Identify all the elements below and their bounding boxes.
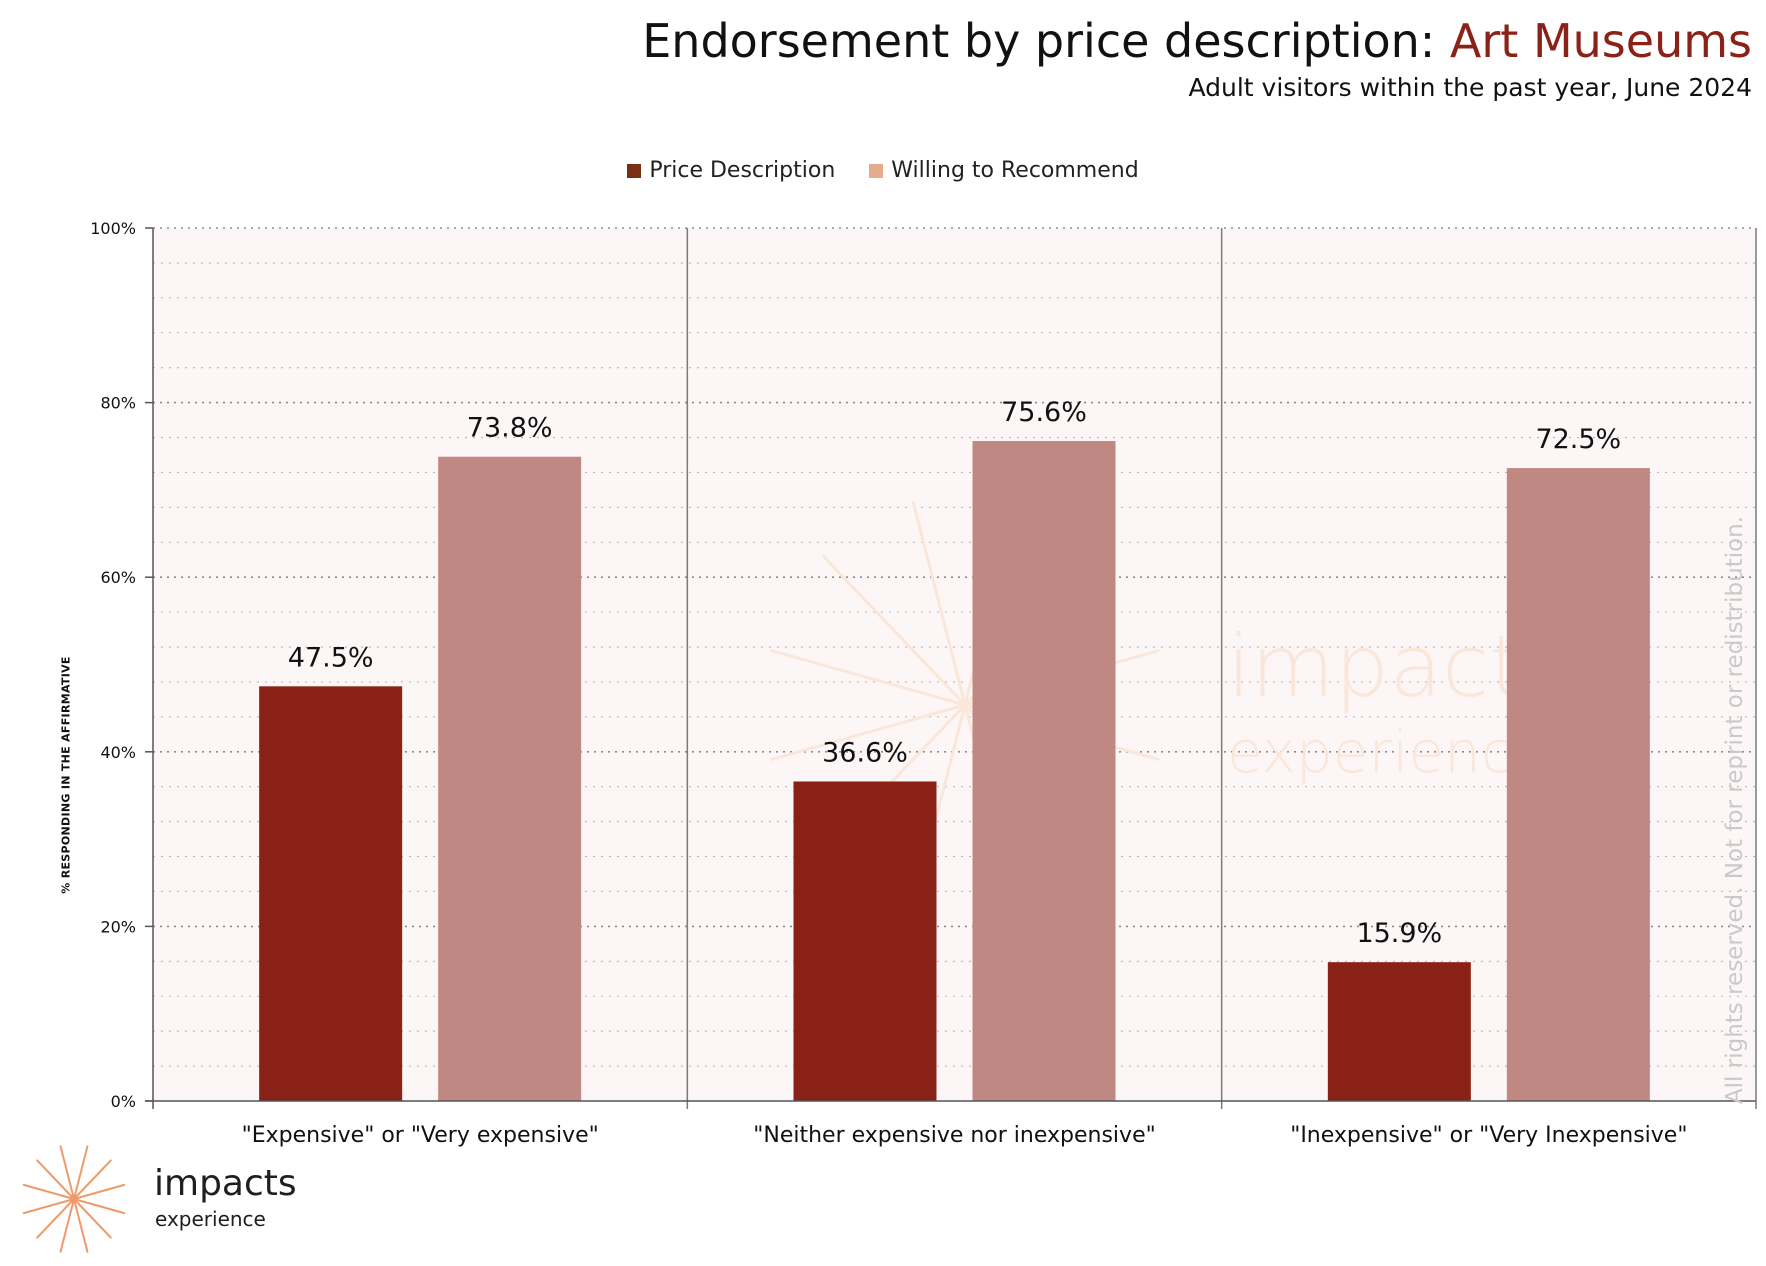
y-tick-label: 40% [100,743,136,762]
bar [1327,962,1471,1101]
x-category-label: "Inexpensive" or "Very Inexpensive" [1290,1123,1687,1148]
bars: 47.5% 73.8% 36.6% 75.6% 15.9% 72.5% [259,397,1650,1102]
x-category-label: "Neither expensive nor inexpensive" [753,1123,1155,1148]
bar [793,781,937,1101]
sunburst-ray [822,555,967,707]
bar [259,686,403,1101]
bar-value-label: 73.8% [467,413,553,444]
sunburst-ray [911,500,967,707]
legend-swatch-price-description [627,163,642,178]
chart-header: Endorsement by price description: Art Mu… [642,10,1752,104]
sunburst-ray [770,703,967,761]
sunburst-ray [59,1198,75,1253]
legend-label-price-description: Price Description [649,158,836,183]
sunburst-ray [22,1183,75,1200]
legend-swatch-willing-to-recommend [869,163,884,178]
sunburst-ray [73,1198,112,1239]
sunburst-ray [73,1198,126,1215]
footer-logo-sub: experience [155,1207,266,1231]
bar-value-label: 47.5% [288,642,374,673]
sunburst-ray [73,1145,89,1200]
bar-value-label: 72.5% [1535,424,1621,455]
footer-logo: impacts experience [16,1142,297,1258]
sunburst-ray [36,1198,75,1239]
y-tick-label: 20% [100,917,136,936]
gridlines [153,227,1756,1067]
bar [972,441,1116,1102]
chart-title: Endorsement by price description: Art Mu… [642,10,1752,72]
sunburst-ray [73,1183,126,1200]
axes: 0% 20% 40% 60% 80% 100% "Expensive" or "Very e… [90,219,1756,1148]
bar-value-label: 75.6% [1001,397,1087,428]
footer-logo-name: impacts [154,1163,297,1204]
bar-value-label: 15.9% [1356,918,1442,949]
sunburst-icon [22,1145,126,1253]
bar [1506,468,1650,1101]
sunburst-ray [73,1198,89,1253]
sunburst-ray [770,649,967,707]
bar-value-label: 36.6% [822,737,908,768]
watermark-sub: experience [1227,718,1548,786]
y-axis-title: % RESPONDING IN THE AFFIRMATIVE [59,656,73,894]
sunburst-ray [36,1159,75,1200]
y-tick-label: 0% [111,1092,136,1111]
x-category-label: "Expensive" or "Very expensive" [242,1123,599,1148]
group-separators [686,228,1757,1109]
bar [438,456,582,1101]
sunburst-ray [22,1198,75,1215]
y-tick-label: 60% [100,568,136,587]
legend-item-price-description: Price Description [627,158,835,183]
legend-label-willing-to-recommend: Willing to Recommend [891,158,1139,183]
chart-subtitle: Adult visitors within the past year, Jun… [1188,73,1752,102]
y-tick-label: 80% [100,394,136,413]
chart-title-highlight: Art Museums [1449,14,1752,68]
copyright-notice: All rights reserved. Not for reprint or … [1722,515,1748,1105]
y-tick-label: 100% [90,219,136,238]
chart-legend: Price Description Willing to Recommend [0,158,1766,183]
sunburst-ray [73,1159,112,1200]
legend-item-willing-to-recommend: Willing to Recommend [869,158,1139,183]
chart-title-prefix: Endorsement by price description: [642,14,1450,68]
sunburst-ray [59,1145,75,1200]
